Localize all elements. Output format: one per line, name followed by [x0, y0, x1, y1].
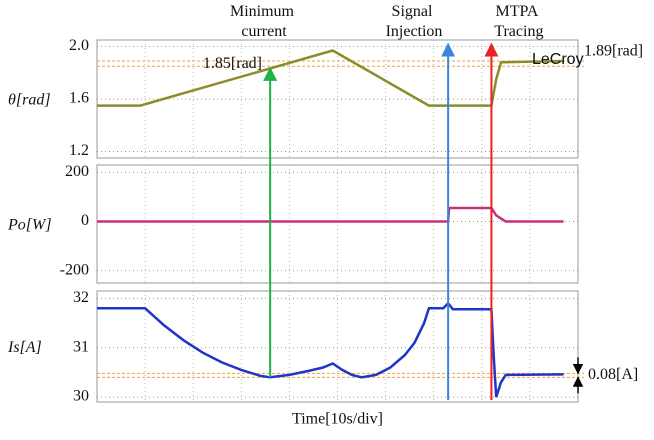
difference-label: 0.08[A]: [588, 366, 638, 383]
event-label: Signal Injection: [382, 3, 443, 40]
y-tick-label: 2.0: [69, 37, 89, 54]
y-tick-label: 1.2: [69, 142, 89, 159]
y-tick-label: 1.6: [69, 90, 89, 107]
y-axis-label: Is[A]: [7, 339, 42, 356]
y-tick-label: -200: [60, 261, 89, 278]
y-tick-label: 32: [73, 289, 89, 306]
chart: 2.0 1.6 1.2 θ[rad] 200 0 -200 Po[W] 32 31 30 Is[A] T…: [0, 0, 654, 435]
x-axis-label: Time[10s/div]: [292, 411, 383, 428]
reference-label: 1.89[rad]: [584, 43, 643, 60]
reference-label: 1.85[rad]: [203, 55, 262, 72]
event-label: MTPA Tracing: [491, 3, 544, 40]
y-axis-label: Po[W]: [7, 217, 52, 234]
y-tick-label: 30: [73, 388, 89, 405]
y-tick-label: 200: [65, 163, 89, 180]
event-label: Minimum current: [230, 3, 295, 40]
y-tick-label: 31: [73, 338, 89, 355]
y-axis-label: θ[rad]: [8, 92, 51, 109]
brand-label: LeCroy: [532, 51, 584, 68]
y-tick-label: 0: [81, 212, 89, 229]
